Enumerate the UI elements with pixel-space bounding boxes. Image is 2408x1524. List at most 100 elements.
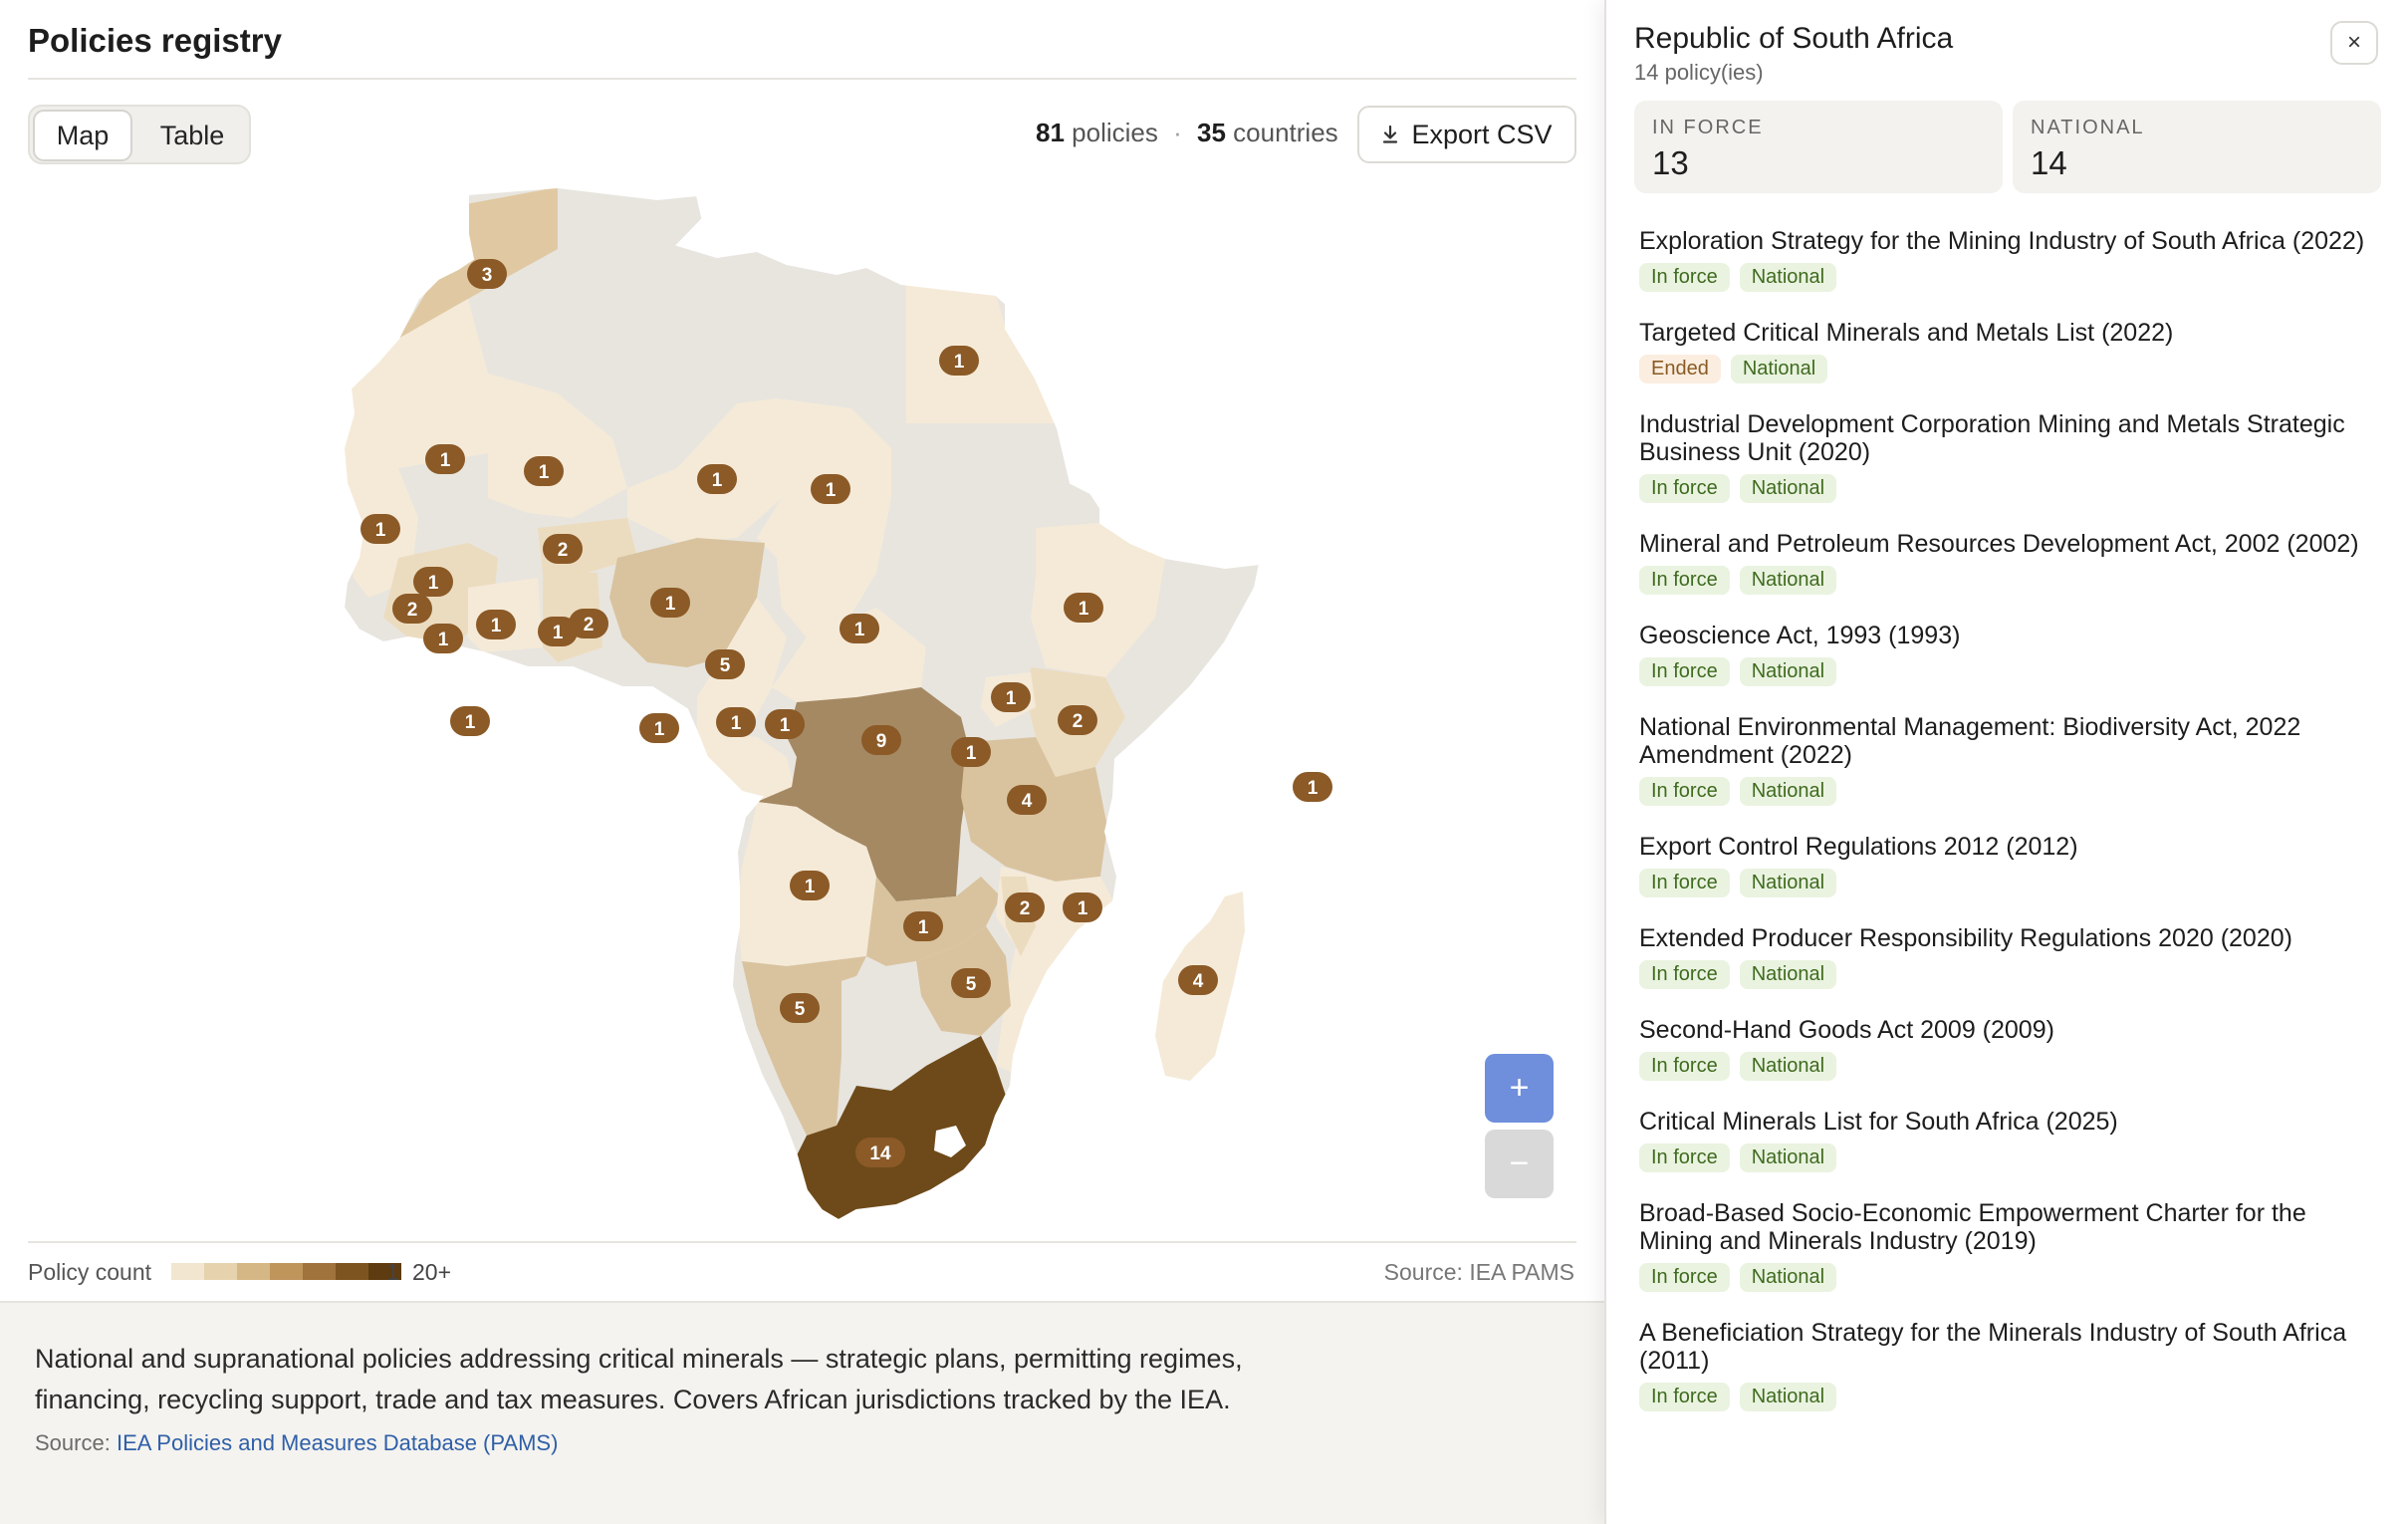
policy-count-marker[interactable]: 2 [1005, 892, 1045, 922]
region-south-africa[interactable] [797, 1036, 1006, 1220]
summary-stats: 81 policies · 35 countries [1036, 118, 1338, 148]
policy-item[interactable]: Export Control Regulations 2012 (2012) In… [1606, 833, 2408, 898]
scope-badge: National [1730, 355, 1828, 383]
policy-count-marker[interactable]: 4 [1007, 785, 1047, 815]
policy-title: Export Control Regulations 2012 (2012) [1639, 833, 2078, 861]
policy-count-marker[interactable]: 2 [392, 594, 432, 624]
title-divider [28, 78, 1576, 80]
policy-badges: In force National [1639, 869, 2378, 898]
marker-label: 1 [1079, 599, 1089, 620]
region-car[interactable] [772, 608, 926, 702]
policy-badges: In force National [1639, 960, 2378, 990]
policy-count-marker[interactable]: 1 [991, 682, 1031, 712]
policy-badges: In force National [1639, 657, 2378, 687]
policy-count-marker[interactable]: 1 [1064, 593, 1103, 623]
policy-count-marker[interactable]: 1 [650, 588, 690, 618]
marker-label: 2 [558, 540, 569, 561]
policy-item[interactable]: Geoscience Act, 1993 (1993) In force Natio… [1606, 622, 2408, 687]
policy-count-marker[interactable]: 1 [450, 706, 490, 736]
region-mali[interactable] [488, 374, 627, 518]
policy-item[interactable]: National Environmental Management: Biodi… [1606, 713, 2408, 807]
policy-count-marker[interactable]: 4 [1178, 965, 1218, 995]
policy-count-marker[interactable]: 1 [538, 617, 578, 646]
policy-item[interactable]: Exploration Strategy for the Mining Indu… [1606, 227, 2408, 293]
policy-count-marker[interactable]: 1 [716, 707, 756, 737]
policy-count-marker[interactable]: 1 [765, 709, 805, 739]
policy-count-marker[interactable]: 2 [543, 534, 583, 564]
policy-item[interactable]: Mineral and Petroleum Resources Developm… [1606, 530, 2408, 596]
marker-label: 1 [438, 630, 449, 650]
status-badge: In force [1639, 474, 1730, 503]
region-botswana[interactable] [842, 961, 941, 1091]
view-toggle: Map Table [28, 105, 251, 164]
tab-map[interactable]: Map [33, 110, 132, 161]
region-drc[interactable] [757, 687, 971, 901]
policy-item[interactable]: Second-Hand Goods Act 2009 (2009) In forc… [1606, 1016, 2408, 1082]
policy-item[interactable]: Critical Minerals List for South Africa … [1606, 1108, 2408, 1173]
policy-count-marker[interactable]: 2 [569, 609, 608, 638]
policy-count-marker[interactable]: 1 [1063, 892, 1102, 922]
close-button[interactable]: × [2330, 21, 2378, 65]
policy-count-marker[interactable]: 1 [903, 911, 943, 941]
policy-count-marker[interactable]: 1 [697, 464, 737, 494]
policy-item[interactable]: Broad-Based Socio-Economic Empowerment C… [1606, 1199, 2408, 1293]
dataset-description: National and supranational policies addr… [35, 1344, 1243, 1414]
policy-count-marker[interactable]: 1 [1293, 772, 1332, 802]
zoom-out-button[interactable]: − [1485, 1130, 1554, 1198]
policy-title: A Beneficiation Strategy for the Mineral… [1639, 1319, 2347, 1375]
marker-label: 1 [1006, 688, 1017, 709]
policy-count-marker[interactable]: 5 [780, 993, 820, 1023]
policy-count-marker[interactable]: 1 [423, 624, 463, 653]
marker-label: 1 [539, 462, 550, 483]
marker-label: 2 [584, 615, 595, 635]
legend-swatch [336, 1263, 368, 1280]
stats-separator: · [1173, 118, 1182, 147]
policy-count-marker[interactable]: 1 [951, 737, 991, 767]
scope-badge: National [1739, 263, 1837, 292]
policy-item[interactable]: A Beneficiation Strategy for the Mineral… [1606, 1319, 2408, 1412]
legend-source: Source: IEA PAMS [1383, 1259, 1574, 1285]
countries-count: 35 [1197, 118, 1226, 147]
policy-count-marker[interactable]: 9 [861, 725, 901, 755]
export-csv-button[interactable]: Export CSV [1357, 106, 1576, 163]
policy-count-marker[interactable]: 1 [790, 871, 830, 900]
policy-count-marker[interactable]: 1 [361, 514, 400, 544]
zoom-in-button[interactable]: + [1485, 1054, 1554, 1123]
in-force-label: IN FORCE [1652, 117, 1764, 138]
region-mauritania[interactable] [344, 299, 488, 468]
policy-count-marker[interactable]: 2 [1058, 705, 1097, 735]
policy-count-marker[interactable]: 1 [476, 610, 516, 639]
policy-count-marker[interactable]: 5 [951, 968, 991, 998]
region-egypt[interactable] [906, 279, 1058, 423]
policy-count-marker[interactable]: 3 [467, 259, 507, 289]
policy-item[interactable]: Targeted Critical Minerals and Metals Li… [1606, 319, 2408, 384]
policy-item[interactable]: Industrial Development Corporation Minin… [1606, 410, 2408, 504]
policy-title: Exploration Strategy for the Mining Indu… [1639, 227, 2365, 255]
policy-badges: Ended National [1639, 355, 2378, 384]
policy-count-marker[interactable]: 14 [855, 1138, 905, 1167]
marker-label: 1 [428, 573, 439, 594]
pams-source-link[interactable]: IEA Policies and Measures Database (PAMS… [116, 1430, 559, 1455]
policy-count-marker[interactable]: 1 [425, 444, 465, 474]
policy-count-marker[interactable]: 1 [939, 346, 979, 376]
policy-count-marker[interactable]: 1 [811, 474, 850, 504]
policy-title: Industrial Development Corporation Minin… [1639, 410, 2345, 466]
policy-count-marker[interactable]: 1 [639, 713, 679, 743]
tab-table[interactable]: Table [159, 120, 225, 150]
policy-title: National Environmental Management: Biodi… [1639, 713, 2301, 769]
policy-count-marker[interactable]: 5 [705, 649, 745, 679]
policy-badges: In force National [1639, 1143, 2378, 1173]
status-badge: In force [1639, 1143, 1730, 1172]
policy-item[interactable]: Extended Producer Responsibility Regulat… [1606, 924, 2408, 990]
marker-label: 9 [876, 731, 887, 752]
policy-count-marker[interactable]: 1 [524, 456, 564, 486]
marker-label: 3 [482, 265, 493, 286]
region-chad[interactable] [757, 398, 891, 637]
marker-label: 1 [553, 623, 564, 643]
region-namibia[interactable] [742, 956, 866, 1136]
policy-count-marker[interactable]: 1 [840, 614, 879, 643]
region-gabon[interactable] [697, 732, 797, 802]
scope-badge: National [1739, 474, 1837, 503]
policy-count-marker[interactable]: 1 [413, 567, 453, 597]
